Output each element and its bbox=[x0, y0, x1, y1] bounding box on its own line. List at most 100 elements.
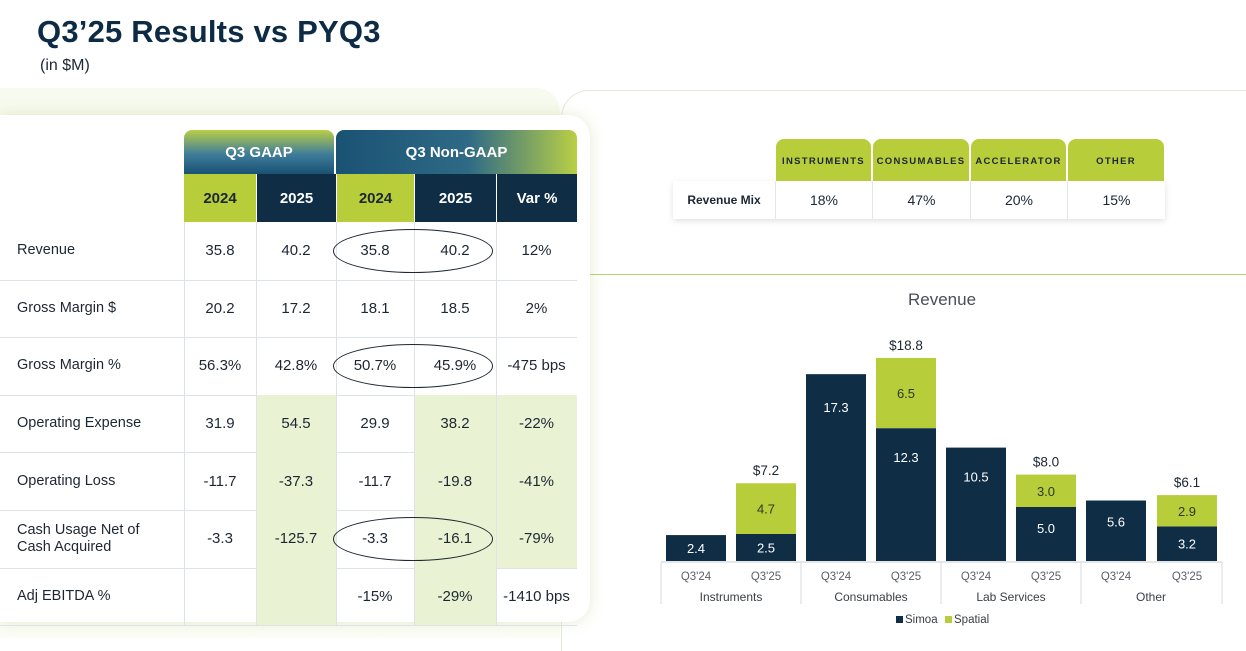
table-cell: -475 bps bbox=[507, 357, 566, 375]
revenue-mix-label: Revenue Mix bbox=[673, 181, 775, 219]
bar-total-label: $6.1 bbox=[1174, 475, 1200, 490]
legend-swatch-spatial bbox=[945, 616, 952, 623]
legend-label-spatial: Spatial bbox=[954, 614, 989, 626]
table-cell: 40.2 bbox=[281, 242, 311, 260]
table-cell: -29% bbox=[414, 567, 496, 626]
x-group-label: Instruments bbox=[700, 590, 763, 604]
column-divider bbox=[184, 222, 185, 626]
table-cell: 35.8 bbox=[205, 242, 235, 260]
x-tick-label: Q3'25 bbox=[1172, 571, 1202, 583]
chart-title: Revenue bbox=[908, 290, 976, 309]
table-cell: 38.2 bbox=[414, 394, 496, 453]
header-col-3: 2025 bbox=[415, 174, 496, 222]
bar-simoa-label: 3.2 bbox=[1178, 537, 1196, 552]
bar-spatial bbox=[1157, 495, 1217, 527]
header-col-0: 2024 bbox=[184, 174, 256, 222]
bar-simoa bbox=[1016, 507, 1076, 561]
table-cell: -79% bbox=[496, 510, 577, 568]
bar-simoa bbox=[806, 374, 866, 561]
revenue-mix-value: 15% bbox=[1067, 181, 1165, 219]
row-label: Revenue bbox=[17, 242, 76, 259]
column-divider bbox=[256, 222, 257, 626]
table-cell bbox=[256, 567, 336, 626]
bar-simoa-label: 17.3 bbox=[823, 400, 848, 415]
bar-spatial-label: 3.0 bbox=[1037, 484, 1055, 499]
legend-swatch-simoa bbox=[896, 616, 903, 623]
x-tick-label: Q3'25 bbox=[1031, 571, 1061, 583]
x-group-label: Consumables bbox=[834, 590, 907, 604]
x-tick-label: Q3'24 bbox=[961, 571, 992, 583]
bar-spatial bbox=[736, 483, 796, 534]
column-divider bbox=[496, 222, 497, 626]
bar-simoa bbox=[876, 428, 936, 561]
table-cell: 18.1 bbox=[360, 299, 390, 317]
table-cell: -125.7 bbox=[256, 510, 336, 568]
header-col-1: 2025 bbox=[257, 174, 336, 222]
bar-simoa-label: 5.6 bbox=[1107, 515, 1125, 530]
header-col-4: Var % bbox=[497, 174, 577, 222]
header-q3-non-gaap: Q3 Non-GAAP bbox=[336, 130, 577, 174]
bar-simoa-label: 2.4 bbox=[687, 541, 705, 556]
page-subtitle: (in $M) bbox=[40, 57, 90, 74]
highlight-oval bbox=[333, 517, 493, 561]
table-cell: -3.3 bbox=[207, 530, 233, 548]
bar-simoa bbox=[1086, 500, 1146, 561]
revenue-mix-value: 20% bbox=[970, 181, 1067, 219]
table-cell: 2% bbox=[525, 299, 548, 317]
row-divider bbox=[0, 625, 577, 627]
bar-simoa-label: 10.5 bbox=[963, 470, 988, 485]
row-label: Gross Margin % bbox=[17, 357, 121, 374]
bar-spatial-label: 2.9 bbox=[1178, 504, 1196, 519]
x-tick-label: Q3'24 bbox=[1101, 571, 1132, 583]
column-divider bbox=[336, 222, 337, 626]
bar-simoa bbox=[666, 535, 726, 561]
highlight-oval bbox=[333, 344, 493, 388]
legend-label-simoa: Simoa bbox=[905, 614, 938, 626]
x-group-label: Lab Services bbox=[976, 590, 1045, 604]
x-tick-label: Q3'25 bbox=[891, 571, 921, 583]
bar-simoa bbox=[946, 447, 1006, 561]
bar-total-label: $18.8 bbox=[889, 338, 923, 353]
x-tick-label: Q3'25 bbox=[751, 571, 781, 583]
table-cell: 12% bbox=[521, 242, 552, 260]
table-cell: -11.7 bbox=[203, 472, 237, 490]
row-label: Operating Expense bbox=[17, 415, 142, 432]
table-cell: 56.3% bbox=[198, 357, 242, 375]
table-cell: -15% bbox=[357, 587, 393, 605]
row-label: Operating Loss bbox=[17, 472, 116, 489]
table-cell: 54.5 bbox=[256, 394, 336, 453]
table-cell: 31.9 bbox=[205, 415, 235, 433]
row-label: Cash Usage Net of Cash Acquired bbox=[17, 521, 140, 555]
bar-spatial-label: 6.5 bbox=[897, 386, 915, 401]
x-tick-label: Q3'24 bbox=[681, 571, 712, 583]
row-label: Adj EBITDA % bbox=[17, 587, 111, 604]
revenue-mix-header-instruments: INSTRUMENTS bbox=[776, 139, 871, 181]
revenue-mix-value: 47% bbox=[872, 181, 970, 219]
bar-simoa-label: 2.5 bbox=[757, 541, 775, 556]
table-cell: 29.9 bbox=[360, 415, 390, 433]
bar-simoa-label: 12.3 bbox=[893, 450, 918, 465]
header-q3-gaap: Q3 GAAP bbox=[184, 130, 334, 174]
page-title: Q3’25 Results vs PYQ3 bbox=[37, 14, 381, 49]
table-cell: -41% bbox=[496, 452, 577, 510]
bar-total-label: $7.2 bbox=[753, 463, 779, 478]
table-cell: -1410 bps bbox=[503, 587, 570, 605]
highlight-oval bbox=[333, 229, 493, 273]
bar-simoa bbox=[736, 534, 796, 561]
table-cell: 20.2 bbox=[205, 299, 235, 317]
x-group-label: Other bbox=[1136, 590, 1166, 604]
bar-spatial bbox=[876, 357, 936, 429]
table-cell: 18.5 bbox=[440, 299, 470, 317]
header-col-2: 2024 bbox=[337, 174, 414, 222]
table-cell: 42.8% bbox=[274, 357, 318, 375]
revenue-mix-value: 18% bbox=[775, 181, 872, 219]
table-cell: -37.3 bbox=[256, 452, 336, 510]
bar-simoa-label: 5.0 bbox=[1037, 521, 1055, 536]
row-label: Gross Margin $ bbox=[17, 299, 117, 316]
column-divider bbox=[414, 222, 415, 626]
table-cell: -22% bbox=[496, 394, 577, 453]
row-divider bbox=[0, 279, 577, 281]
row-divider bbox=[0, 337, 577, 339]
table-cell: 17.2 bbox=[281, 299, 311, 317]
